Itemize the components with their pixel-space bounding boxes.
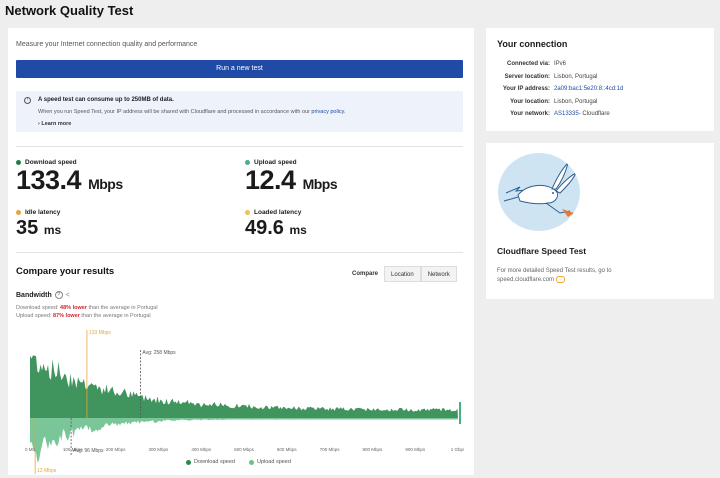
x-tick-label: 0 Mb: [25, 447, 36, 452]
compare-tabs: Compare Location Network: [346, 266, 457, 282]
connection-card: Your connection Connected via: IPv6 Server…: [486, 28, 714, 131]
divider: [16, 252, 463, 253]
lightbulb-icon: !: [24, 97, 31, 104]
page-title: Network Quality Test: [5, 3, 134, 18]
chart-marker-label: Avg: 258 Mbps: [142, 350, 176, 356]
download-value: 133.4: [16, 165, 82, 195]
chart-marker-label: Avg: 96 Mbps: [73, 448, 104, 454]
x-tick-label: 300 Mbps: [149, 447, 170, 452]
download-dot: [16, 160, 21, 165]
connection-title: Your connection: [497, 39, 568, 49]
download-comparison: Download speed: 48% lower than the avera…: [16, 305, 158, 311]
idle-latency-metric: Idle latency 35 ms: [16, 209, 62, 239]
download-area: [30, 355, 458, 418]
connection-value: Lisbon, Portugal: [554, 73, 598, 80]
upload-value: 12.4: [245, 165, 296, 195]
upload-dot: [245, 160, 250, 165]
data-usage-notice: ! A speed test can consume up to 250MB o…: [16, 91, 463, 132]
bandwidth-title: Bandwidth ? <: [16, 291, 70, 299]
help-icon[interactable]: ?: [54, 291, 63, 299]
chart-end-bar: [459, 402, 461, 424]
compare-title: Compare your results: [16, 266, 115, 277]
cloudflare-link[interactable]: speed.cloudflare.com: [497, 277, 555, 284]
privacy-policy-link[interactable]: privacy policy: [311, 109, 345, 115]
chart-marker-label: 12 Mbps: [37, 468, 57, 474]
x-tick-label: 200 Mbps: [106, 447, 127, 452]
connection-key: Connected via:: [506, 61, 550, 67]
external-link-icon[interactable]: →: [555, 276, 565, 283]
cloudflare-card: Cloudflare Speed Test For more detailed …: [486, 143, 714, 299]
connection-value: Lisbon, Portugal: [554, 98, 598, 105]
connection-value: IPv6: [554, 61, 567, 67]
x-tick-label: 400 Mbps: [191, 447, 212, 452]
connection-value[interactable]: 2a09:bac1:5e20:8::4cd:1d: [554, 86, 624, 92]
upload-area: [30, 418, 458, 463]
idle-value: 35: [16, 217, 39, 239]
connection-row: Your IP address: 2a09:bac1:5e20:8::4cd:1d: [486, 86, 714, 92]
connection-value[interactable]: AS13335: [554, 111, 579, 117]
x-tick-label: 700 Mbps: [320, 447, 341, 452]
divider: [16, 146, 463, 147]
test-results-card: Measure your Internet connection quality…: [8, 28, 474, 475]
notice-text: When you run Speed Test, your IP address…: [38, 109, 346, 115]
rabbit-illustration: [498, 153, 580, 231]
loaded-value: 49.6: [245, 217, 284, 239]
upload-speed-metric: Upload speed 12.4 Mbps: [245, 159, 338, 195]
x-tick-label: 600 Mbps: [277, 447, 298, 452]
x-tick-label: 1 Gbps: [451, 447, 464, 452]
x-tick-label: 500 Mbps: [234, 447, 255, 452]
tab-network[interactable]: Network: [420, 266, 457, 282]
chart-legend: Download speed Upload speed: [186, 459, 291, 465]
page-subtitle: Measure your Internet connection quality…: [16, 41, 198, 48]
connection-row: Connected via: IPv6: [486, 61, 714, 67]
connection-row: Your location: Lisbon, Portugal: [486, 99, 714, 105]
cloudflare-title: Cloudflare Speed Test: [497, 246, 587, 256]
connection-row: Your network: AS13335 - Cloudflare: [486, 111, 714, 117]
x-tick-label: 100 Mbps: [63, 447, 84, 452]
upload-comparison: Upload speed: 87% lower than the average…: [16, 313, 151, 319]
connection-row: Server location: Lisbon, Portugal: [486, 74, 714, 80]
connection-value-suffix: - Cloudflare: [578, 111, 610, 117]
cloudflare-text: For more detailed Speed Test results, go…: [497, 268, 612, 284]
connection-key: Your network:: [510, 111, 550, 117]
learn-more-link[interactable]: › Learn more: [38, 121, 72, 127]
x-tick-label: 900 Mbps: [405, 447, 426, 452]
share-icon[interactable]: <: [65, 291, 70, 299]
x-tick-label: 800 Mbps: [363, 447, 384, 452]
connection-key: Server location:: [504, 73, 550, 80]
bandwidth-chart: 133 Mbps Avg: 258 Mbps 12 Mbps Avg: 96 Mbps…: [25, 330, 464, 474]
tab-compare[interactable]: Compare: [352, 271, 379, 277]
run-new-test-button[interactable]: Run a new test: [16, 60, 463, 78]
loaded-dot: [245, 210, 250, 215]
legend-upload: Upload speed: [248, 459, 291, 465]
tab-location[interactable]: Location: [384, 266, 421, 282]
notice-title: A speed test can consume up to 250MB of …: [38, 97, 174, 103]
chart-marker-label: 133 Mbps: [89, 330, 111, 336]
loaded-latency-metric: Loaded latency 49.6 ms: [245, 209, 307, 239]
idle-dot: [16, 210, 21, 215]
connection-key: Your IP address:: [502, 86, 550, 92]
connection-key: Your location:: [510, 98, 550, 105]
download-speed-metric: Download speed 133.4 Mbps: [16, 159, 123, 195]
legend-download: Download speed: [186, 459, 235, 465]
